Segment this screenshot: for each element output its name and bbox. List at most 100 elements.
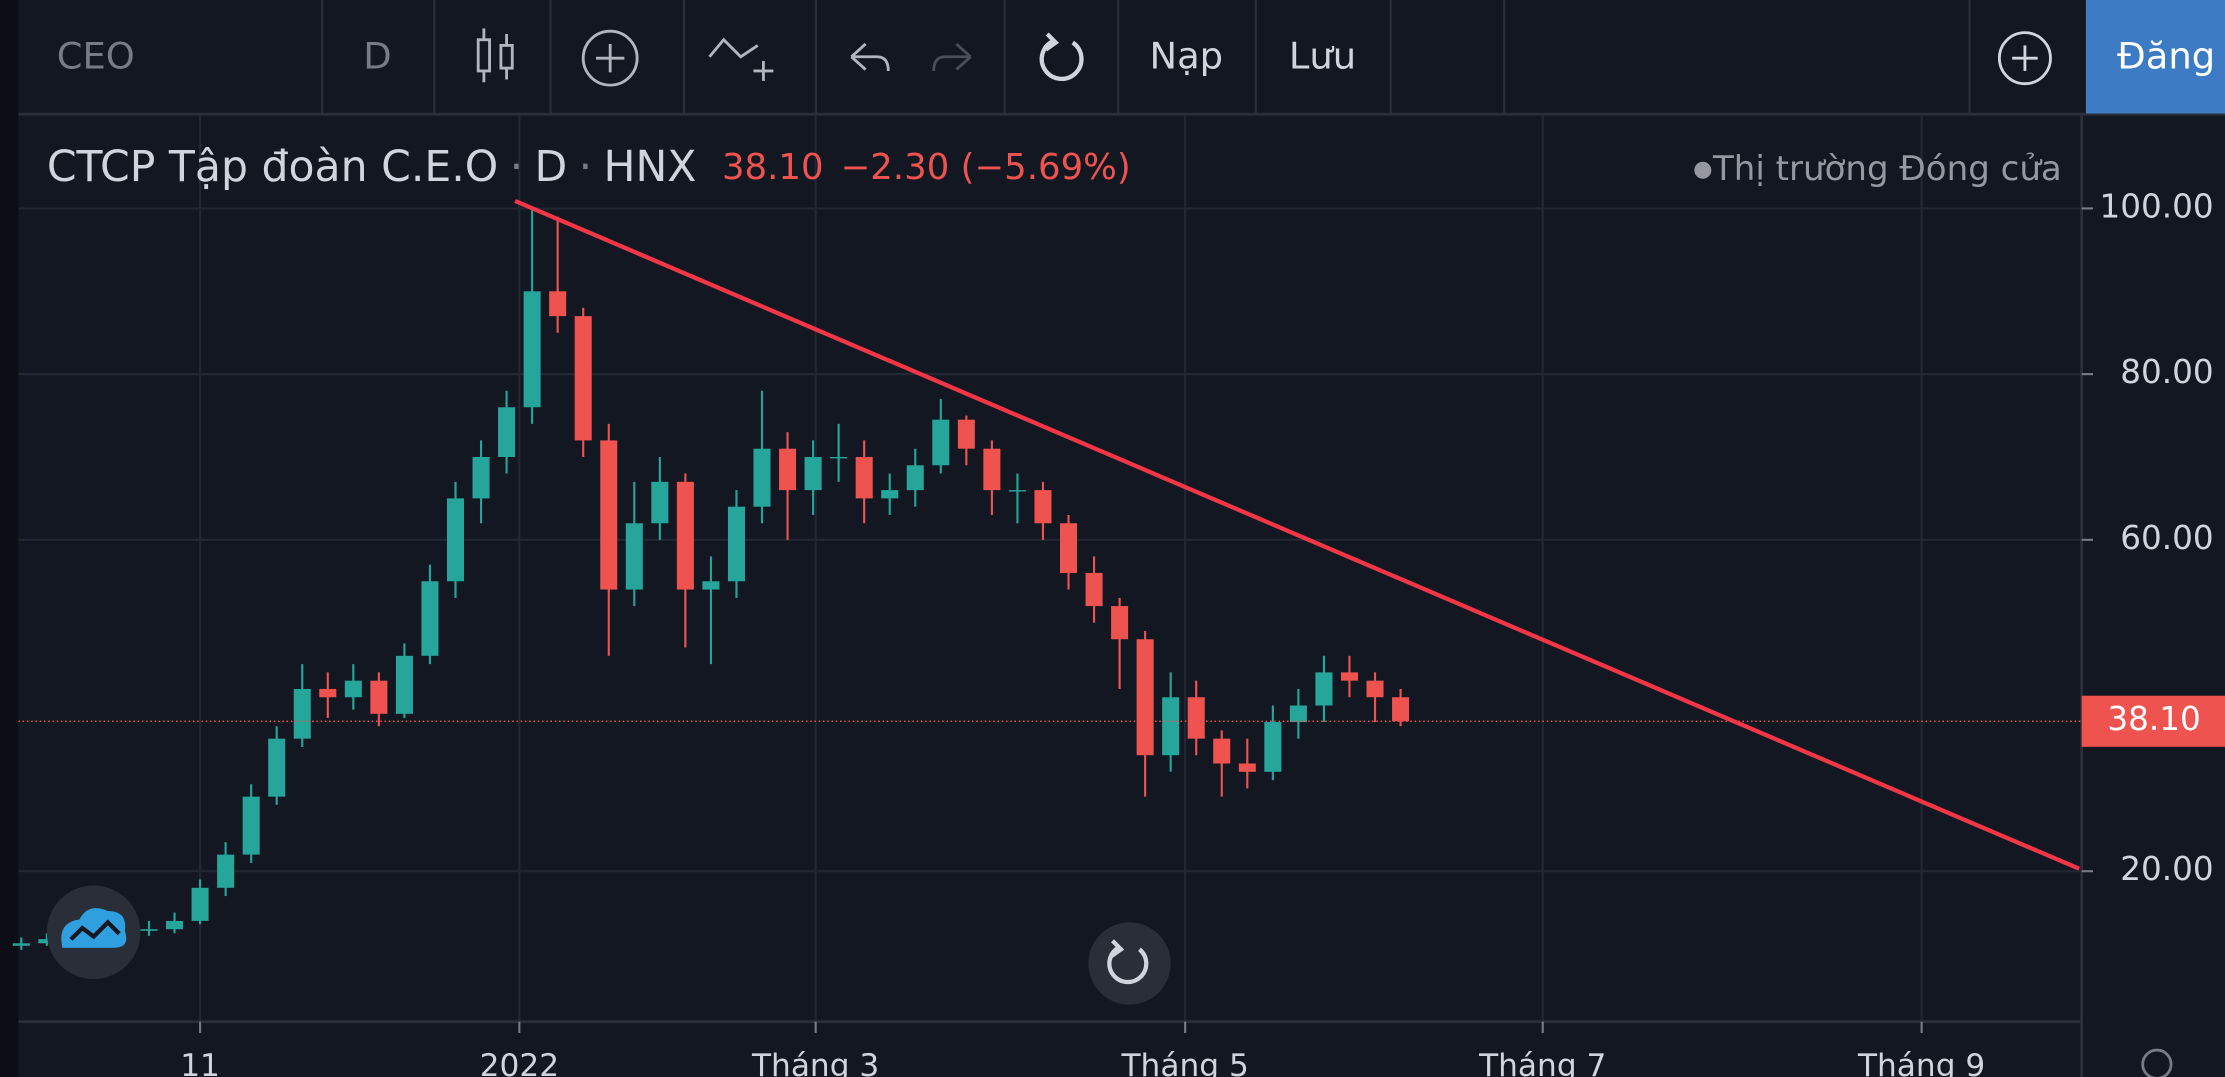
- candle-body: [319, 688, 337, 698]
- candle-body: [574, 316, 592, 441]
- candle-body: [906, 465, 924, 491]
- last-price: 38.10: [722, 147, 824, 188]
- candle-body: [38, 939, 56, 944]
- candle-body: [1008, 490, 1026, 492]
- last-price-label: 38.10: [2107, 700, 2200, 738]
- candle-body: [421, 581, 439, 656]
- candle-body: [855, 456, 873, 499]
- candle-body: [217, 854, 235, 888]
- trendline: [514, 199, 2080, 871]
- candle-body: [779, 448, 797, 491]
- load-button[interactable]: Nạp: [1149, 35, 1223, 78]
- candle-body: [1315, 672, 1333, 706]
- candle-body: [549, 291, 567, 317]
- save-button[interactable]: Lưu: [1289, 35, 1356, 78]
- candle-body: [957, 419, 975, 449]
- candle-body: [344, 680, 362, 698]
- candle-body: [498, 407, 516, 457]
- candle-body: [1340, 672, 1358, 681]
- candle-body: [1264, 722, 1282, 772]
- undo-icon[interactable]: [850, 42, 890, 71]
- candle-body: [727, 506, 745, 582]
- candle-body: [395, 655, 413, 714]
- candle-body: [242, 796, 260, 855]
- candle-body: [1034, 490, 1052, 524]
- toolbar: CEO D Nạp Lưu Đăng: [18, 0, 2225, 116]
- change-pct: (−5.69%): [961, 147, 1131, 188]
- candle-body: [268, 738, 286, 797]
- compare-icon[interactable]: [708, 37, 774, 81]
- toolbar-bg: [18, 0, 2225, 114]
- candle-body: [1059, 523, 1078, 573]
- candle-body: [166, 920, 184, 930]
- candle-body: [1213, 738, 1231, 764]
- signup-button[interactable]: Đăng: [2117, 35, 2215, 78]
- separator: ·: [579, 141, 593, 191]
- redo-icon[interactable]: [932, 42, 972, 71]
- candle-body: [1366, 680, 1384, 698]
- separator: ·: [510, 141, 524, 191]
- candle-body: [881, 490, 899, 499]
- candle-body: [804, 456, 822, 491]
- candle-body: [1085, 572, 1103, 607]
- last-price-tag: [2081, 695, 2225, 747]
- candle-body: [1392, 697, 1410, 722]
- chart-title: CTCP Tập đoàn C.E.O: [47, 141, 498, 191]
- x-tick-label: Tháng 9: [1857, 1048, 1985, 1077]
- candle-body: [446, 498, 465, 582]
- candle-body: [1187, 697, 1205, 739]
- candle-body: [600, 440, 618, 590]
- candle-body: [932, 419, 950, 466]
- settings-icon[interactable]: [2141, 1048, 2173, 1077]
- candle-body: [472, 456, 490, 499]
- signup-button-bg[interactable]: [2085, 0, 2225, 114]
- candle-body: [191, 887, 209, 921]
- x-tick-label: Tháng 5: [1120, 1048, 1248, 1077]
- candle-body: [625, 523, 643, 590]
- y-tick-label: 60.00: [2120, 519, 2213, 557]
- toolbar-dividers: [321, 0, 1971, 114]
- candle-body: [1238, 763, 1256, 772]
- grid: [18, 113, 2082, 1022]
- candle-body: [676, 481, 694, 590]
- candle-body: [1111, 606, 1129, 640]
- change: −2.30: [841, 147, 950, 188]
- interval-button[interactable]: D: [363, 35, 391, 78]
- x-tick-label: 2022: [480, 1048, 559, 1077]
- legend: CTCP Tập đoàn C.E.O · D · HNX 38.10 −2.30 (−5.6…: [47, 141, 1131, 191]
- candle-body: [1162, 697, 1180, 756]
- candle-body: [702, 581, 720, 590]
- x-tick-label: Tháng 3: [751, 1048, 879, 1077]
- x-tick-label: Tháng 7: [1478, 1048, 1606, 1077]
- candle-body: [12, 943, 30, 946]
- reset-chart-button[interactable]: [1088, 922, 1171, 1005]
- add-icon[interactable]: [1997, 31, 2052, 86]
- candle-body: [651, 481, 669, 524]
- symbol[interactable]: CEO: [57, 35, 135, 78]
- candle-body: [523, 291, 541, 408]
- reset-icon[interactable]: [1039, 32, 1084, 81]
- plot: [12, 199, 2082, 950]
- candle-body: [753, 448, 771, 507]
- interval: D: [534, 141, 567, 191]
- candle-body: [370, 680, 388, 714]
- logo-button[interactable]: [46, 885, 141, 980]
- candle-body: [140, 929, 158, 931]
- y-tick-label: 100.00: [2099, 187, 2213, 225]
- candle-body: [1136, 639, 1154, 756]
- candle-type-icon[interactable]: [476, 28, 514, 83]
- status-dot: [1694, 161, 1712, 179]
- y-tick-label: 20.00: [2120, 850, 2213, 888]
- indicator-icon[interactable]: [581, 29, 639, 87]
- exchange: HNX: [603, 141, 696, 191]
- candle-body: [983, 448, 1001, 491]
- market-status: Thị trường Đóng cửa: [1712, 149, 2062, 189]
- x-tick-label: 11: [180, 1048, 220, 1077]
- candle-body: [830, 456, 848, 459]
- candle-body: [293, 688, 311, 739]
- left-strip: [0, 0, 19, 1077]
- y-tick-label: 80.00: [2120, 353, 2213, 391]
